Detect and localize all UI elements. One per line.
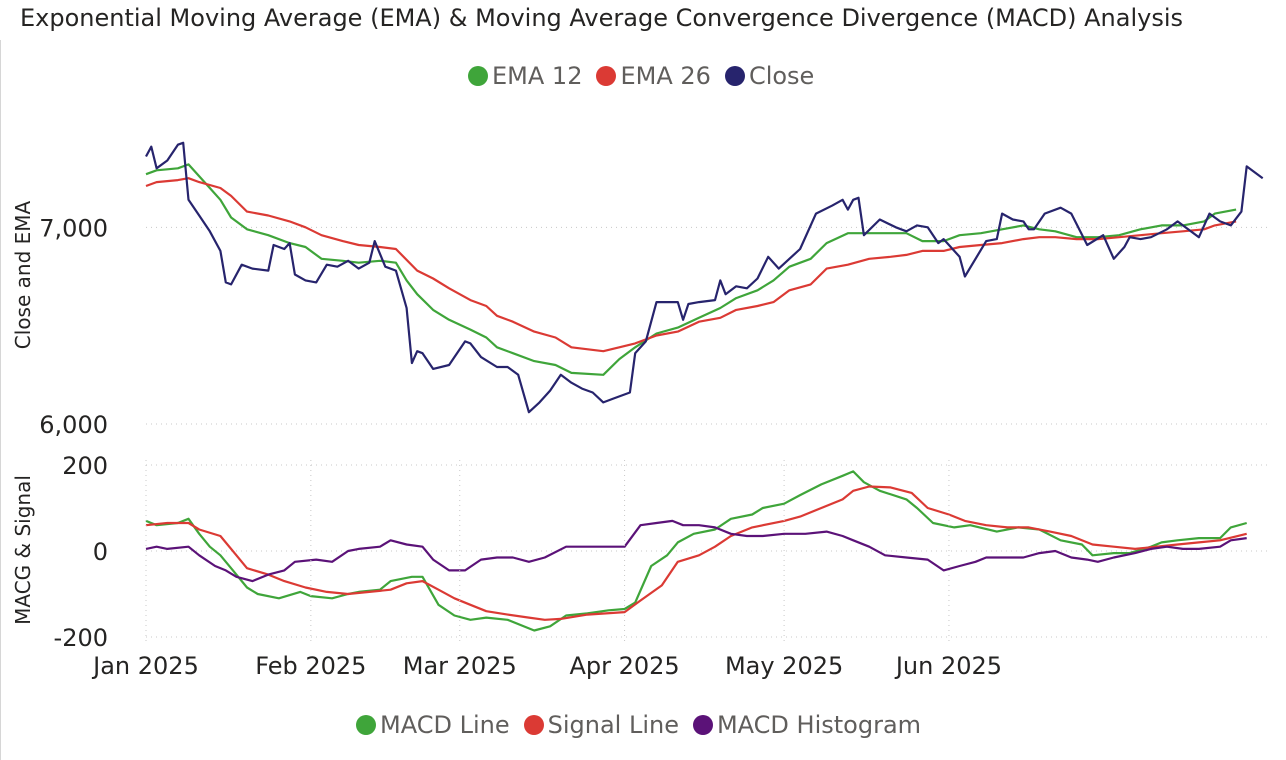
legend-item-macd-line[interactable]: MACD Line: [356, 711, 510, 739]
x-tick-label-may-2025: May 2025: [725, 652, 843, 680]
legend-item-signal-line[interactable]: Signal Line: [523, 711, 679, 739]
legend-item-close[interactable]: Close: [724, 62, 815, 90]
legend-label-macd-histogram: MACD Histogram: [716, 711, 922, 739]
legend-label-macd-line: MACD Line: [380, 711, 510, 739]
y-axis-title: Close and EMA: [11, 200, 35, 349]
x-tick-label-apr-2025: Apr 2025: [569, 652, 679, 680]
legend-item-ema12[interactable]: EMA 12: [468, 62, 582, 90]
y-tick-label-200: 200: [62, 452, 108, 480]
series-line-ema-26: [145, 177, 1237, 353]
legend-dot-close: [724, 66, 745, 86]
series-line-macd-histogram: [145, 519, 1247, 583]
chart-title: Exponential Moving Average (EMA) & Movin…: [20, 4, 1183, 32]
y-tick-label-6-000: 6,000: [39, 411, 108, 439]
y-tick-label-0: 0: [93, 538, 108, 566]
legend-item-ema26[interactable]: EMA 26: [596, 62, 711, 90]
y-tick-label-200: -200: [54, 624, 108, 652]
frame-left-border: [0, 40, 1, 760]
x-tick-label-mar-2025: Mar 2025: [403, 652, 517, 680]
x-tick-label-feb-2025: Feb 2025: [255, 652, 366, 680]
series-line-signal-line: [145, 485, 1247, 621]
x-tick-label-jun-2025: Jun 2025: [894, 652, 1002, 680]
legend-dot-ema26: [596, 66, 617, 86]
macd-panel: -200 0 200 MACG & Signal: [11, 452, 1268, 652]
x-tick-label-jan-2025: Jan 2025: [91, 652, 199, 680]
legend-bottom: MACD Line Signal Line MACD Histogram: [356, 711, 921, 739]
legend-dot-macd-line: [356, 715, 376, 735]
y-axis-title: MACG & Signal: [11, 475, 35, 625]
legend-item-macd-histogram[interactable]: MACD Histogram: [692, 711, 922, 739]
series-line-macd-line: [145, 470, 1247, 632]
legend-dot-macd-histogram: [692, 715, 713, 735]
y-tick-label-7-000: 7,000: [39, 214, 108, 242]
legend-label-signal-line: Signal Line: [547, 711, 679, 739]
legend-dot-signal-line: [523, 715, 544, 735]
series-line-close: [145, 141, 1264, 414]
legend-dot-ema12: [468, 66, 488, 86]
legend-label-close: Close: [748, 62, 815, 90]
legend-top: EMA 12 EMA 26 Close: [468, 62, 814, 90]
legend-label-ema26: EMA 26: [620, 62, 711, 90]
series-line-ema-12: [145, 163, 1237, 376]
x-axis: Jan 2025 Feb 2025 Mar 2025 Apr 2025 May 2025…: [91, 460, 1002, 680]
legend-label-ema12: EMA 12: [492, 62, 583, 90]
